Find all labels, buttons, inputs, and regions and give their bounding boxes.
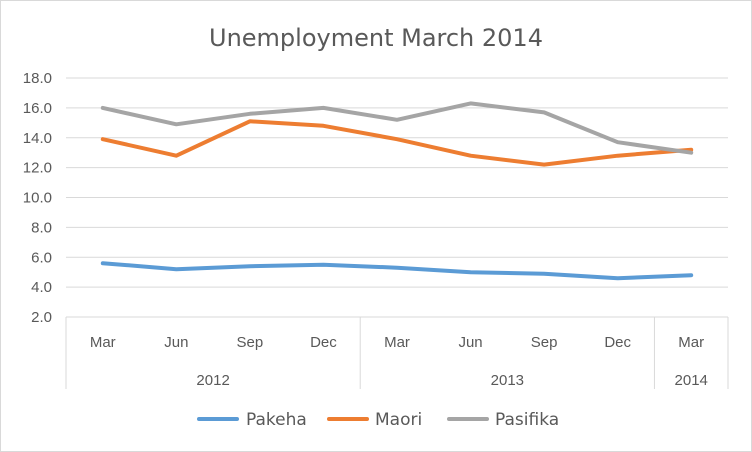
y-tick-label: 4.0 — [31, 279, 52, 296]
y-tick-label: 10.0 — [23, 190, 52, 207]
legend-label: Pasifika — [495, 410, 559, 430]
series-line-maori — [100, 119, 694, 167]
x-tick-label: Mar — [384, 334, 410, 351]
legend-label: Maori — [375, 410, 422, 430]
y-tick-label: 12.0 — [23, 160, 52, 177]
y-tick-label: 2.0 — [31, 309, 52, 326]
series-line-pakeha — [100, 261, 694, 281]
x-tick-label: Dec — [310, 334, 337, 351]
x-tick-label: Mar — [90, 334, 116, 351]
legend-item-pakeha: Pakeha — [197, 410, 307, 430]
x-tick-label: Dec — [604, 334, 631, 351]
y-tick-label: 14.0 — [23, 130, 52, 147]
chart-title: Unemployment March 2014 — [209, 24, 543, 52]
x-tick-label: Jun — [164, 334, 188, 351]
series-lines — [100, 101, 694, 281]
x-tick-label: Jun — [458, 334, 482, 351]
legend-item-pasifika: Pasifika — [447, 410, 559, 430]
y-axis: 2.0 4.0 6.0 8.0 10.0 12.0 14.0 16.0 18.0 — [23, 70, 52, 326]
x-group-label: 2014 — [675, 372, 708, 389]
x-tick-label: Mar — [678, 334, 704, 351]
x-group-label: 2013 — [491, 372, 524, 389]
y-tick-label: 6.0 — [31, 249, 52, 266]
legend-label: Pakeha — [246, 410, 307, 430]
x-tick-label: Sep — [531, 334, 558, 351]
series-line-pasifika — [100, 101, 694, 155]
legend: Pakeha Maori Pasifika — [197, 410, 559, 430]
x-group-label: 2012 — [196, 372, 229, 389]
y-tick-label: 16.0 — [23, 100, 52, 117]
x-tick-label: Sep — [237, 334, 264, 351]
gridlines — [66, 77, 728, 318]
y-tick-label: 8.0 — [31, 219, 52, 236]
y-tick-label: 18.0 — [23, 70, 52, 87]
x-axis: Mar Jun Sep Dec Mar Jun Sep Dec Mar 2012 2013 2014 — [65, 316, 729, 389]
legend-item-maori: Maori — [327, 410, 422, 430]
